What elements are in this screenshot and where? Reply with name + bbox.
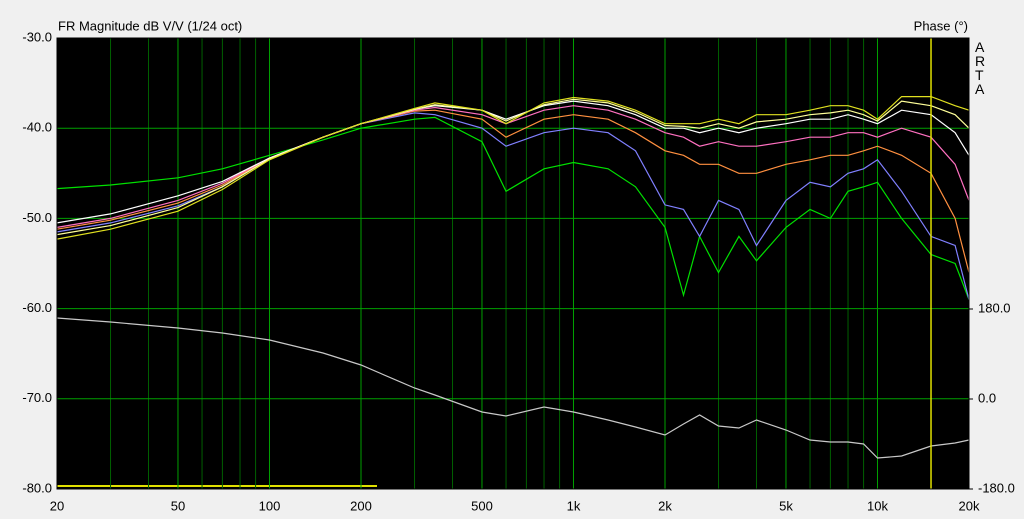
x-tick-label: 5k [779,498,793,513]
x-tick-label: 50 [171,498,185,513]
y-tick-label: -80.0 [22,480,52,495]
y2-tick-label: -180.0 [978,480,1015,495]
y2-tick-label: 180.0 [978,300,1011,315]
x-tick-label: 100 [259,498,281,513]
x-tick-label: 200 [350,498,372,513]
y-tick-label: -60.0 [22,300,52,315]
y-tick-label: -40.0 [22,120,52,135]
y-tick-label: -30.0 [22,29,52,44]
watermark: ARTA [975,39,986,97]
series-line [56,96,970,240]
y-tick-label: -70.0 [22,390,52,405]
series-line [56,116,970,300]
x-tick-label: 20k [959,498,980,513]
series-line [56,317,970,459]
y2-tick-label: 0.0 [978,390,996,405]
x-tick-label: 20 [50,498,64,513]
x-tick-label: 10k [867,498,888,513]
x-tick-label: 1k [567,498,581,513]
x-tick-label: 500 [471,498,493,513]
plot-frame [56,37,970,490]
y2-title: Phase (°) [914,18,968,33]
chart-title: FR Magnitude dB V/V (1/24 oct) [58,18,242,33]
x-tick-label: 2k [658,498,672,513]
y-tick-label: -50.0 [22,210,52,225]
